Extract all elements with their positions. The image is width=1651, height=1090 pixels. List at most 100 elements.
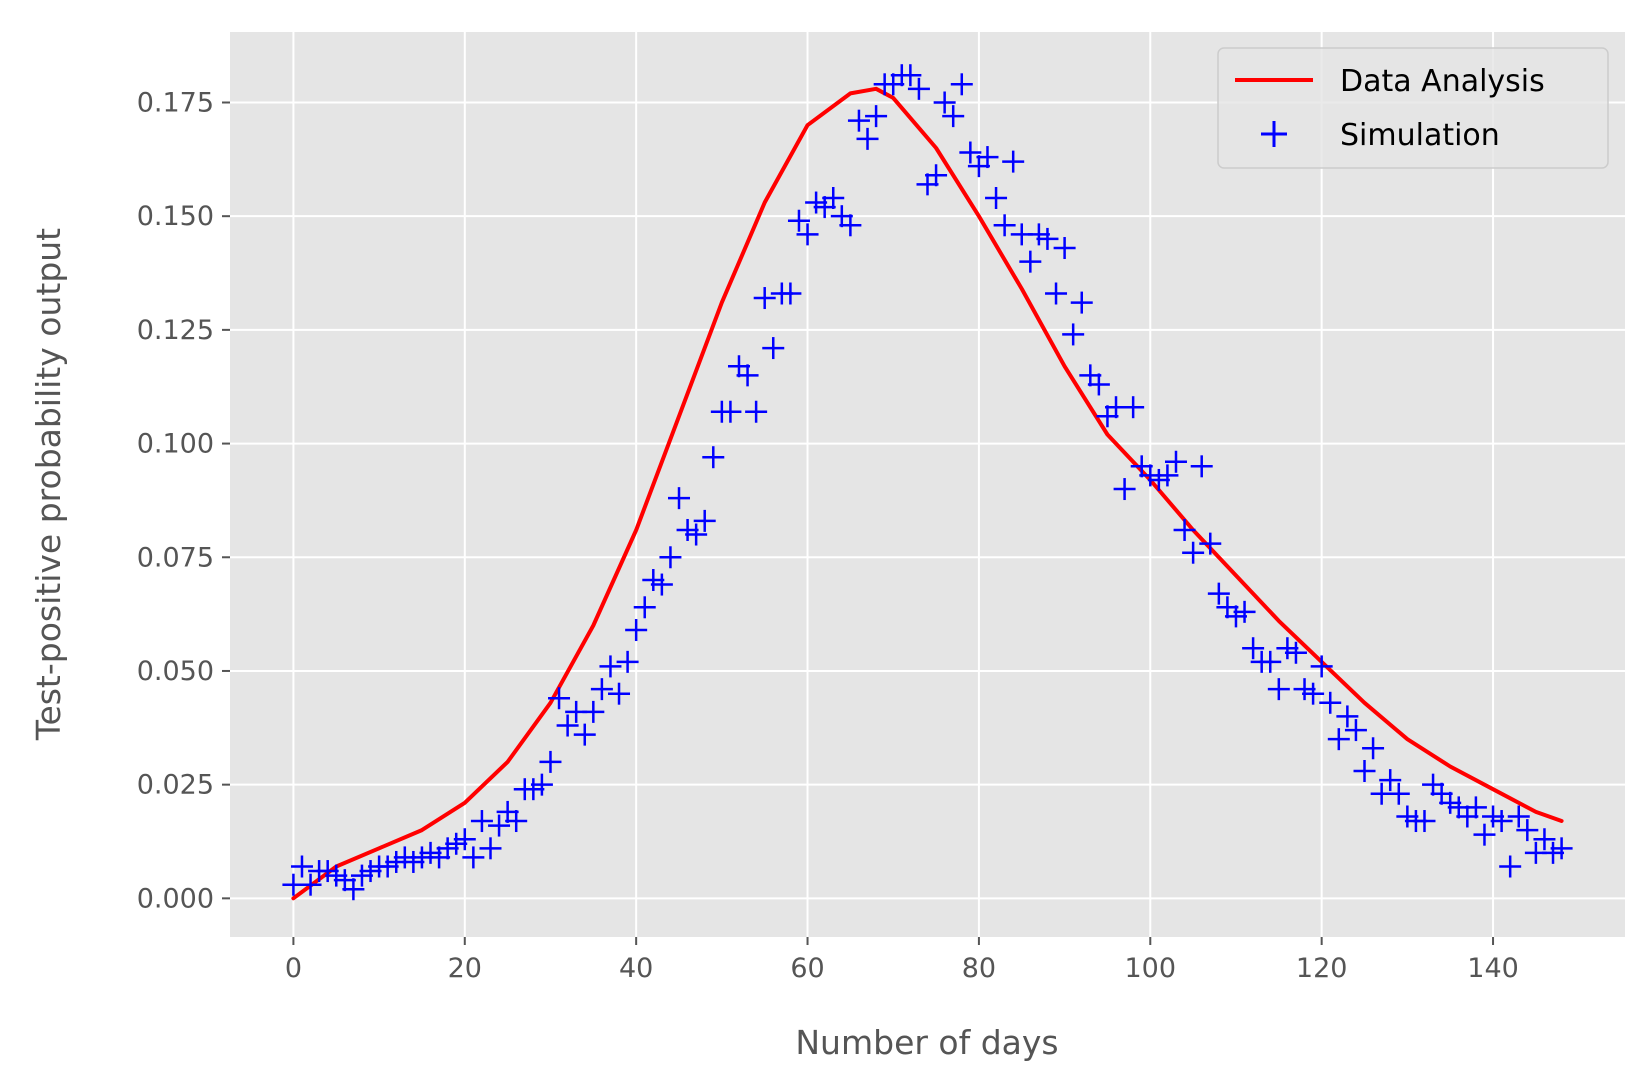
simulation-point	[599, 655, 622, 678]
y-tick-label: 0.025	[137, 770, 214, 801]
x-tick-label: 40	[619, 953, 653, 984]
series-layer	[282, 64, 1573, 901]
simulation-point	[1533, 828, 1556, 851]
simulation-point	[693, 509, 716, 532]
y-axis-label: Test-positive probability output	[29, 228, 68, 741]
simulation-markers	[282, 64, 1573, 901]
x-axis-label: Number of days	[795, 1023, 1058, 1062]
simulation-point	[616, 650, 639, 673]
simulation-point	[1190, 455, 1213, 478]
simulation-point	[1062, 323, 1085, 346]
simulation-point	[1464, 796, 1487, 819]
simulation-point	[1242, 637, 1265, 660]
x-tick-label: 0	[285, 953, 302, 984]
x-tick-label: 100	[1125, 953, 1177, 984]
simulation-point	[668, 487, 691, 510]
simulation-point	[976, 146, 999, 169]
simulation-point	[1490, 810, 1513, 833]
simulation-point	[505, 810, 528, 833]
simulation-point	[590, 678, 613, 701]
simulation-point	[753, 287, 776, 310]
simulation-point	[659, 546, 682, 569]
simulation-point	[985, 186, 1008, 209]
simulation-point	[1387, 782, 1410, 805]
y-tick-label: 0.050	[137, 656, 214, 687]
simulation-point	[942, 105, 965, 128]
simulation-point	[745, 400, 768, 423]
simulation-point	[839, 214, 862, 237]
simulation-point	[899, 64, 922, 87]
simulation-point	[1002, 150, 1025, 173]
simulation-point	[548, 687, 571, 710]
simulation-point	[1182, 541, 1205, 564]
simulation-point	[470, 810, 493, 833]
simulation-point	[1413, 810, 1436, 833]
simulation-point	[1267, 678, 1290, 701]
simulation-point	[685, 523, 708, 546]
simulation-point	[342, 878, 365, 901]
simulation-point	[1353, 760, 1376, 783]
y-tick-label: 0.175	[137, 87, 214, 118]
simulation-point	[950, 73, 973, 96]
y-tick-label: 0.125	[137, 315, 214, 346]
simulation-point	[1036, 227, 1059, 250]
simulation-point	[1327, 728, 1350, 751]
simulation-point	[1233, 600, 1256, 623]
simulation-point	[865, 105, 888, 128]
simulation-point	[1173, 518, 1196, 541]
simulation-point	[856, 127, 879, 150]
simulation-point	[625, 619, 648, 642]
simulation-point	[1516, 819, 1539, 842]
simulation-point	[1122, 396, 1145, 419]
simulation-point	[1550, 837, 1573, 860]
simulation-point	[1473, 823, 1496, 846]
simulation-point	[907, 77, 930, 100]
legend-label-simulation: Simulation	[1340, 118, 1500, 153]
simulation-point	[1259, 650, 1282, 673]
simulation-point	[847, 109, 870, 132]
x-tick-label: 60	[790, 953, 824, 984]
legend-box	[1217, 47, 1609, 169]
simulation-point	[556, 714, 579, 737]
simulation-point	[299, 873, 322, 896]
simulation-point	[822, 186, 845, 209]
simulation-point	[959, 141, 982, 164]
simulation-point	[1164, 450, 1187, 473]
simulation-point	[736, 364, 759, 387]
simulation-point	[933, 91, 956, 114]
simulation-point	[779, 282, 802, 305]
simulation-point	[290, 855, 313, 878]
simulation-point	[573, 723, 596, 746]
simulation-point	[1499, 855, 1522, 878]
simulation-point	[719, 400, 742, 423]
y-axis-ticks: 0.000 0.025 0.050 0.075 0.100 0.125 0.150 0.175	[137, 87, 230, 914]
x-axis-ticks: 0 20 40 60 80 100 120 140	[285, 937, 1519, 984]
x-tick-label: 20	[448, 953, 482, 984]
simulation-point	[479, 837, 502, 860]
x-tick-label: 140	[1467, 953, 1519, 984]
legend: Data Analysis Simulation	[1217, 47, 1609, 169]
simulation-point	[1019, 250, 1042, 273]
simulation-point	[1199, 532, 1222, 555]
simulation-point	[1302, 682, 1325, 705]
simulation-point	[453, 828, 476, 851]
simulation-point	[1379, 769, 1402, 792]
data-analysis-line	[291, 86, 1564, 901]
y-tick-label: 0.100	[137, 429, 214, 460]
simulation-point	[1156, 464, 1179, 487]
simulation-point	[787, 209, 810, 232]
y-tick-label: 0.075	[137, 542, 214, 573]
simulation-point	[530, 773, 553, 796]
simulation-point	[1087, 373, 1110, 396]
simulation-point	[1045, 282, 1068, 305]
simulation-point	[925, 164, 948, 187]
simulation-point	[488, 814, 511, 837]
simulation-point	[1207, 582, 1230, 605]
simulation-point	[650, 573, 673, 596]
simulation-point	[1336, 705, 1359, 728]
legend-label-data-analysis: Data Analysis	[1340, 64, 1545, 99]
simulation-point	[1310, 655, 1333, 678]
simulation-point	[796, 223, 819, 246]
simulation-point	[1070, 291, 1093, 314]
